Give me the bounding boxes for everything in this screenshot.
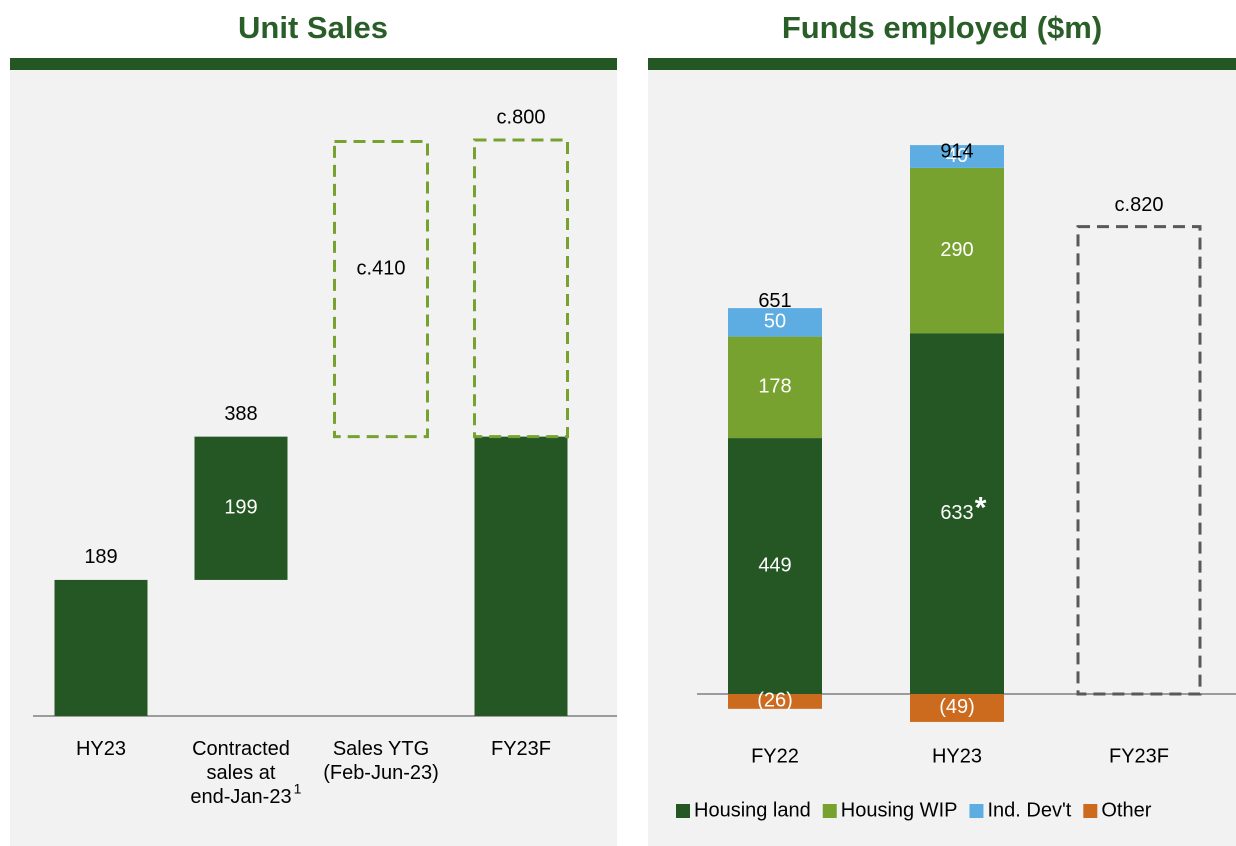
header-bar bbox=[10, 58, 617, 70]
legend-swatch bbox=[676, 804, 690, 818]
bar-segment bbox=[910, 694, 1004, 722]
x-tick-label: FY23F bbox=[491, 738, 551, 760]
x-tick-label: Contracted sales at end-Jan-23 bbox=[190, 738, 291, 808]
legend-label: Ind. Dev't bbox=[987, 799, 1071, 821]
legend-label: Housing land bbox=[694, 799, 811, 821]
value-label: 633 bbox=[940, 502, 973, 524]
value-label: c.410 bbox=[357, 257, 406, 279]
value-label: 290 bbox=[940, 239, 973, 261]
footnote-mark: 1 bbox=[294, 781, 302, 797]
x-tick-label: Sales YTG (Feb-Jun-23) bbox=[323, 738, 439, 784]
legend-label: Other bbox=[1101, 799, 1151, 821]
bar-segment bbox=[910, 333, 1004, 694]
header-bar bbox=[648, 58, 1236, 70]
value-label: 178 bbox=[758, 376, 791, 398]
dashed-bar bbox=[333, 139, 429, 439]
legend-swatch bbox=[969, 804, 984, 818]
bar-segment bbox=[728, 438, 822, 694]
value-label: 199 bbox=[224, 497, 257, 519]
x-tick-label: FY22 bbox=[751, 745, 799, 767]
bar bbox=[194, 436, 288, 580]
legend-label: Housing WIP bbox=[841, 799, 958, 821]
total-label: 388 bbox=[224, 403, 257, 425]
bar-segment bbox=[910, 167, 1004, 334]
total-label: c.820 bbox=[1115, 194, 1164, 216]
value-label: c.800 bbox=[497, 106, 546, 128]
bar bbox=[474, 436, 568, 716]
dashed-bar bbox=[473, 138, 569, 439]
bar-segment bbox=[910, 145, 1004, 168]
bar-segment bbox=[728, 336, 822, 439]
legend-swatch bbox=[822, 804, 837, 818]
total-label: 914 bbox=[940, 140, 973, 162]
value-label: 449 bbox=[758, 554, 791, 576]
bar-segment bbox=[728, 308, 822, 337]
bar-segment bbox=[728, 694, 822, 709]
x-tick-label: HY23 bbox=[76, 738, 126, 760]
chart-title: Unit Sales bbox=[238, 10, 388, 45]
value-label: 40 bbox=[946, 145, 968, 167]
value-label: 189 bbox=[84, 546, 117, 568]
value-label: 50 bbox=[764, 311, 786, 333]
bar bbox=[54, 579, 148, 716]
total-label: 651 bbox=[758, 290, 791, 312]
legend-swatch bbox=[1083, 804, 1098, 818]
x-tick-label: HY23 bbox=[932, 745, 982, 767]
value-label: (26) bbox=[757, 690, 793, 712]
note-mark: * bbox=[975, 492, 987, 525]
x-tick-label: FY23F bbox=[1109, 745, 1169, 767]
dashed-bar bbox=[1076, 225, 1202, 696]
value-label: (49) bbox=[939, 696, 975, 718]
chart-title: Funds employed ($m) bbox=[782, 10, 1102, 45]
